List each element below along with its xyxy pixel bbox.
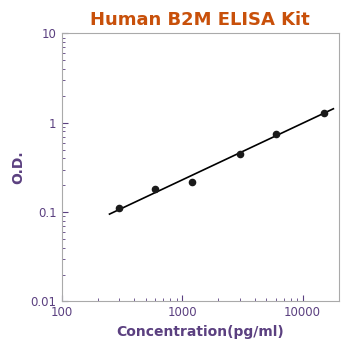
Point — [321, 110, 327, 116]
X-axis label: Concentration(pg/ml): Concentration(pg/ml) — [116, 325, 284, 339]
Point — [153, 187, 158, 192]
Point — [273, 131, 279, 137]
Point — [189, 179, 194, 184]
Point — [116, 206, 122, 211]
Point — [237, 151, 243, 156]
Y-axis label: O.D.: O.D. — [11, 150, 25, 184]
Title: Human B2M ELISA Kit: Human B2M ELISA Kit — [90, 11, 310, 29]
